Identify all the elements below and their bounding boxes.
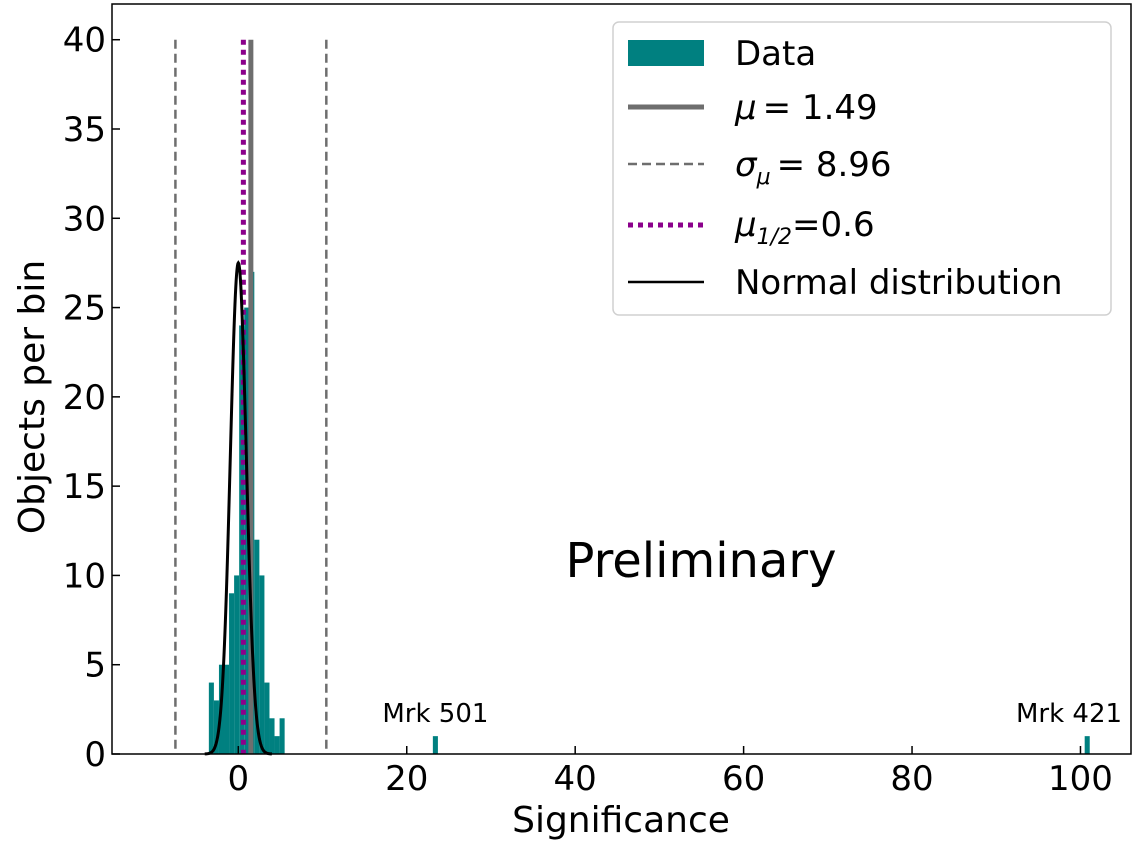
y-tick-label: 5	[84, 646, 106, 686]
y-tick-label: 40	[63, 21, 106, 61]
normal-curve	[204, 260, 272, 756]
legend-label-median: μ1/2=0.6	[734, 205, 875, 250]
y-tick-label: 30	[63, 199, 106, 239]
histogram-bar	[234, 575, 240, 754]
legend-label-normal: Normal distribution	[735, 263, 1063, 303]
histogram-bar	[279, 718, 285, 754]
outlier-bar	[432, 736, 438, 754]
histogram-bar	[254, 539, 260, 754]
y-tick-label: 10	[63, 556, 106, 596]
legend-box	[612, 21, 1112, 316]
x-tick-label: 80	[890, 759, 933, 799]
histogram-bar	[269, 718, 275, 754]
legend-label-data: Data	[735, 34, 816, 74]
histogram-bar	[259, 575, 265, 754]
y-tick-label: 35	[63, 110, 106, 150]
outlier-bar	[1084, 736, 1090, 754]
histogram-bar	[208, 682, 214, 754]
histogram-bar	[224, 664, 230, 754]
histogram-bar	[229, 593, 235, 754]
legend-label-sigma: σμ = 8.96	[735, 145, 892, 190]
legend-label-mean: μ = 1.49	[734, 88, 878, 128]
legend: Data μ = 1.49 σμ = 8.96 μ1/2=0.6 Normal di…	[612, 21, 1112, 316]
y-tick-label: 15	[63, 467, 106, 507]
x-tick-label: 100	[1048, 759, 1113, 799]
histogram-bar	[274, 736, 280, 754]
plot-frame	[111, 3, 1132, 755]
preliminary-annotation: Preliminary	[565, 533, 836, 589]
plot-marks	[174, 39, 1090, 756]
x-tick-label: 40	[554, 759, 597, 799]
x-tick-label: 0	[228, 759, 250, 799]
outlier-label-mrk-501: Mrk 501	[382, 699, 488, 729]
histogram-bar	[244, 307, 250, 754]
y-tick-label: 25	[63, 289, 106, 329]
x-tick-label: 20	[385, 759, 428, 799]
x-axis-ticks: 0 20 40 60 80 100	[228, 746, 1113, 799]
y-axis-ticks: 0 5 10 15 20 25 30 35 40	[63, 21, 120, 775]
y-tick-label: 20	[63, 378, 106, 418]
histogram-bar	[264, 682, 270, 754]
outlier-label-mrk-421: Mrk 421	[1016, 699, 1122, 729]
histogram-bar	[213, 700, 219, 754]
legend-swatch-data	[628, 40, 704, 66]
y-axis-label: Objects per bin	[12, 260, 53, 534]
x-tick-label: 60	[722, 759, 765, 799]
x-axis-label: Significance	[512, 800, 730, 841]
y-tick-label: 0	[84, 735, 106, 775]
